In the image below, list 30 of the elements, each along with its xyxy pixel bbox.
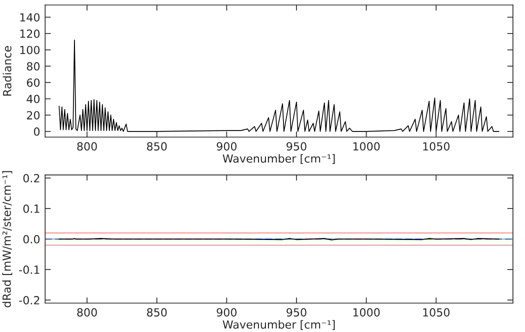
line-series: [58, 40, 500, 132]
x-tick-label: 800: [77, 308, 97, 317]
y-axis-title: Radiance: [2, 46, 12, 96]
x-tick-label: 950: [286, 308, 306, 317]
x-tick-label: 850: [147, 142, 167, 151]
x-tick-label: 800: [77, 142, 97, 151]
y-tick-label: 80: [26, 62, 40, 71]
x-axis-title: Wavenumber [cm⁻¹]: [222, 154, 335, 164]
y-tick-label: -0.1: [19, 266, 40, 274]
y-tick-label: 40: [26, 94, 40, 104]
y-tick-label: 0: [34, 127, 40, 136]
x-tick-label: 950: [286, 142, 306, 151]
y-tick-label: 0.0: [23, 235, 40, 244]
y-tick-label: -0.2: [19, 296, 40, 304]
y-tick-label: 60: [26, 78, 40, 87]
x-tick-label: 900: [216, 308, 237, 317]
y-tick-label: 140: [20, 13, 40, 22]
x-tick-label: 1000: [353, 308, 380, 317]
x-tick-label: 1050: [423, 142, 450, 151]
x-tick-label: 850: [147, 308, 167, 317]
x-tick-label: 1000: [353, 142, 380, 151]
y-tick-label: 0.2: [23, 174, 40, 182]
x-tick-label: 900: [216, 142, 237, 151]
y-tick-label: 120: [20, 30, 40, 38]
x-axis-title: Wavenumber [cm⁻¹]: [222, 320, 335, 330]
x-tick-label: 1050: [423, 308, 450, 317]
y-tick-label: 100: [20, 46, 40, 54]
y-axis-title: dRad [mW/m²/ster/cm⁻¹]: [2, 171, 12, 308]
y-tick-label: 0.1: [23, 204, 40, 213]
y-tick-label: 20: [26, 111, 40, 120]
